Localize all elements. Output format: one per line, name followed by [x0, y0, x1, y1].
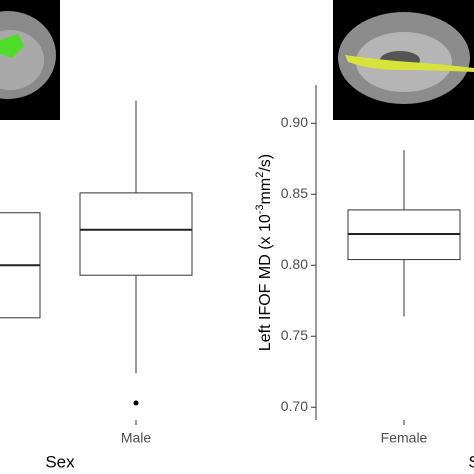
outlier [133, 400, 139, 406]
x-axis-label: Sex [45, 452, 75, 471]
y-axis-label-part: 2 [254, 172, 266, 178]
y-axis-label-part: Left IFOF MD (x 10 [257, 214, 274, 351]
brain-image-left [0, 0, 60, 120]
y-axis-label-part: -3 [254, 204, 266, 214]
y-tick-label: 0.70 [281, 398, 308, 414]
box [79, 192, 193, 276]
x-axis-label: S [468, 452, 474, 471]
y-tick-label: 0.80 [281, 256, 308, 272]
y-tick-label: 0.85 [281, 185, 308, 201]
y-axis-label-part: /s) [257, 154, 274, 172]
y-tick-label: 0.75 [281, 327, 308, 343]
y-axis-label: Left IFOF MD (x 10-3mm2/s) [254, 154, 274, 351]
y-tick-label: 0.90 [281, 114, 308, 130]
x-tick-label: Male [121, 430, 152, 446]
brain-image-right [333, 0, 474, 120]
y-axis-label-part: mm [257, 178, 274, 205]
x-tick-label: Female [381, 430, 428, 446]
